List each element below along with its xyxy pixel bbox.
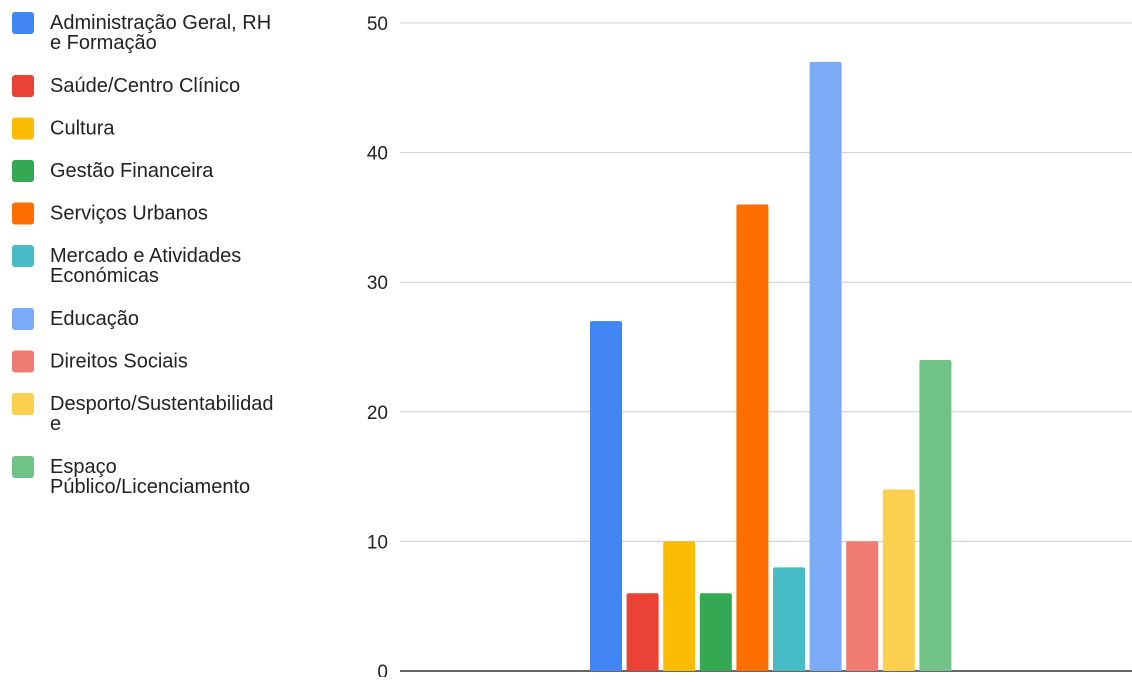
y-tick-label: 30	[367, 273, 388, 294]
bar	[736, 204, 769, 671]
legend-swatch	[12, 117, 34, 140]
y-tick-label: 0	[377, 662, 388, 677]
legend-label: Desporto/Sustentabilidad e	[50, 393, 273, 435]
legend-item[interactable]: Cultura	[12, 117, 115, 140]
legend-item[interactable]: Administração Geral, RH e Formação	[12, 12, 271, 54]
legend-label: Gestão Financeira	[50, 160, 214, 182]
legend-item[interactable]: Saúde/Centro Clínico	[12, 75, 240, 97]
legend-swatch	[12, 75, 34, 97]
bar	[590, 321, 622, 671]
y-tick-label: 10	[367, 532, 388, 553]
legend-swatch	[12, 393, 34, 415]
legend: Administração Geral, RH e Formação Saúde/C…	[12, 12, 273, 498]
legend-label: Mercado e Atividades Económicas	[50, 245, 241, 287]
legend-item[interactable]: Espaço Público/Licenciamento	[12, 456, 250, 498]
y-tick-label: 40	[367, 144, 388, 165]
y-axis: 0 10 20 30 40 50	[367, 14, 388, 682]
legend-label: Educação	[50, 308, 139, 330]
legend-label: Administração Geral, RH e Formação	[50, 12, 271, 54]
bar	[773, 567, 805, 671]
legend-item[interactable]: Educação	[12, 308, 139, 330]
legend-swatch	[12, 245, 34, 267]
bar	[663, 541, 696, 671]
legend-swatch	[12, 160, 34, 182]
legend-label: Direitos Sociais	[50, 351, 188, 373]
bar	[626, 593, 659, 671]
bar	[809, 61, 842, 671]
y-tick-label: 50	[367, 14, 388, 35]
bar	[699, 593, 732, 671]
legend-item[interactable]: Gestão Financeira	[12, 160, 214, 182]
y-tick-label: 20	[367, 403, 388, 424]
bar	[846, 541, 879, 671]
legend-swatch	[12, 456, 34, 478]
legend-item[interactable]: Mercado e Atividades Económicas	[12, 245, 241, 287]
legend-swatch	[12, 350, 34, 373]
legend-item[interactable]: Direitos Sociais	[12, 350, 188, 373]
legend-label: Serviços Urbanos	[50, 203, 208, 225]
bars	[590, 61, 952, 671]
legend-item[interactable]: Serviços Urbanos	[12, 202, 208, 225]
legend-label: Cultura	[50, 118, 115, 140]
legend-swatch	[12, 308, 34, 330]
bar	[919, 359, 952, 671]
legend-swatch	[12, 202, 34, 225]
legend-item[interactable]: Desporto/Sustentabilidad e	[12, 393, 273, 435]
legend-label: Saúde/Centro Clínico	[50, 75, 240, 97]
legend-label: Espaço Público/Licenciamento	[50, 456, 250, 498]
bar	[882, 489, 915, 671]
legend-swatch	[12, 12, 34, 34]
